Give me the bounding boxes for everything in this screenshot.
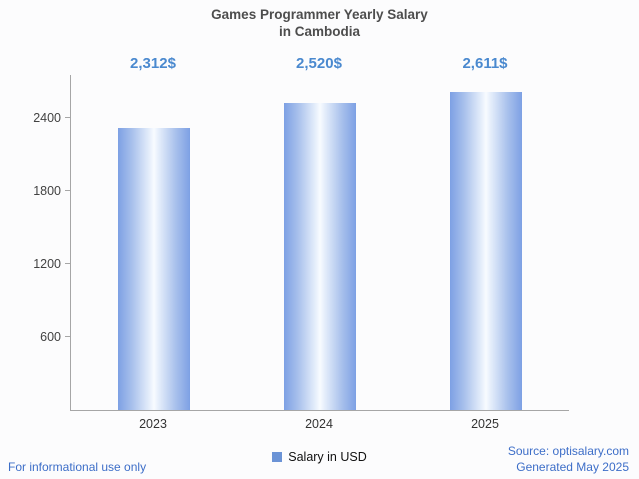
bar-slot-2024 <box>237 75 403 410</box>
y-axis-tick-mark <box>65 116 71 118</box>
value-label-row: 2,312$ 2,520$ 2,611$ <box>70 55 568 72</box>
x-axis-label-2023: 2023 <box>139 417 167 431</box>
bar-2024[interactable] <box>284 103 356 410</box>
legend-label: Salary in USD <box>288 450 367 464</box>
y-axis-tick-label: 1800 <box>33 183 61 198</box>
bar-slot-2025 <box>403 75 569 410</box>
bar-value-label-2023: 2,312$ <box>130 55 176 72</box>
bar-2023[interactable] <box>118 128 190 410</box>
bar-slot-2023 <box>71 75 237 410</box>
footer-source-block: Source: optisalary.com Generated May 202… <box>508 443 629 475</box>
footer-disclaimer: For informational use only <box>8 460 147 474</box>
x-axis-labels: 2023 2024 2025 <box>70 417 568 431</box>
chart-title-line2: in Cambodia <box>278 24 360 39</box>
x-axis-label-2025: 2025 <box>471 417 499 431</box>
bars-group <box>71 75 569 410</box>
legend-swatch <box>272 452 283 462</box>
y-axis-tick-label: 1200 <box>33 256 61 271</box>
legend: Salary in USD <box>0 450 639 464</box>
source-link[interactable]: Source: optisalary.com <box>507 444 629 458</box>
chart-title-line1: Games Programmer Yearly Salary <box>211 7 428 22</box>
bar-value-label-2024: 2,520$ <box>296 55 342 72</box>
plot-area: 600 1200 1800 2400 <box>33 75 569 411</box>
bar-2025[interactable] <box>450 91 522 410</box>
y-axis-tick-label: 600 <box>40 329 61 344</box>
y-axis-tick-mark <box>65 335 71 337</box>
x-axis-label-2024: 2024 <box>305 417 333 431</box>
chart-title: Games Programmer Yearly Salary in Cambod… <box>0 6 639 40</box>
generated-date: Generated May 2025 <box>516 460 629 474</box>
y-axis-tick-mark <box>65 262 71 264</box>
bar-value-label-2025: 2,611$ <box>462 55 508 72</box>
y-axis-tick-mark <box>65 189 71 191</box>
y-axis-tick-label: 2400 <box>33 110 61 125</box>
